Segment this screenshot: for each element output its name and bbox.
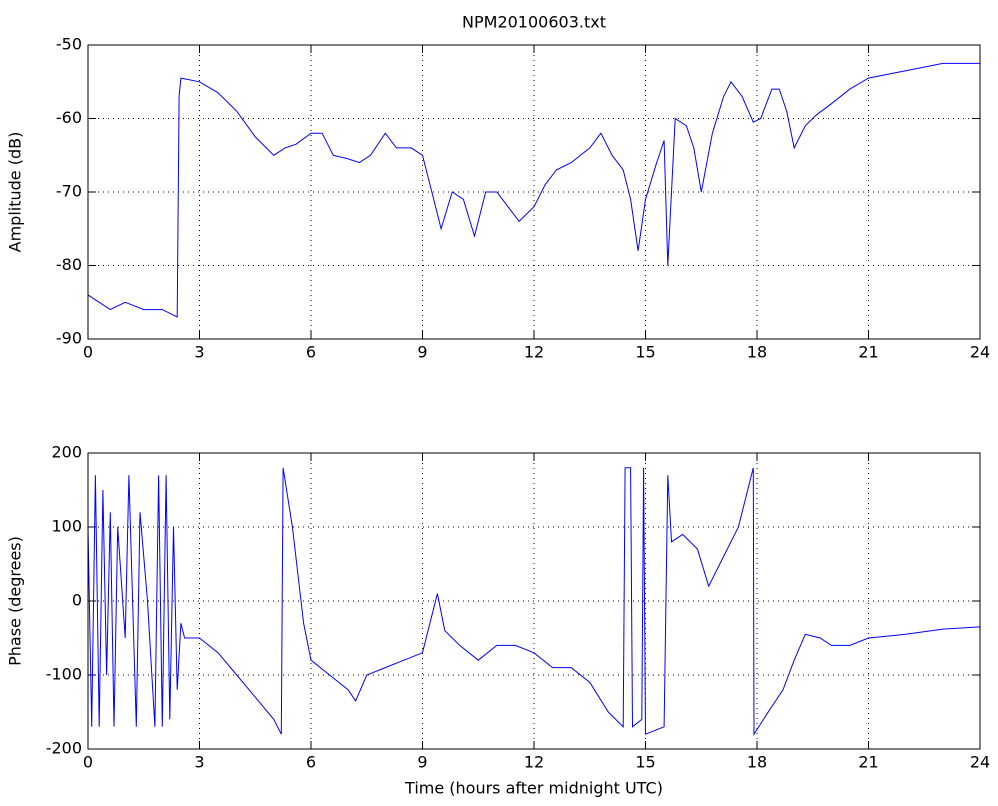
- axes-box: [87, 44, 981, 340]
- y-tick-label: -90: [56, 329, 82, 348]
- x-tick-label: 24: [970, 753, 990, 772]
- x-tick-label: 3: [194, 753, 204, 772]
- y-axis-label: Phase (degrees): [6, 536, 25, 666]
- x-tick-label: 21: [858, 343, 878, 362]
- x-tick-label: 12: [524, 343, 544, 362]
- x-tick-label: 6: [306, 753, 316, 772]
- x-tick-label: 0: [83, 753, 93, 772]
- chart-title: NPM20100603.txt: [462, 13, 606, 32]
- y-tick-label: -70: [56, 182, 82, 201]
- x-tick-label: 21: [858, 753, 878, 772]
- x-tick-label: 15: [635, 343, 655, 362]
- x-tick-label: 18: [747, 753, 767, 772]
- x-tick-label: 12: [524, 753, 544, 772]
- x-tick-label: 24: [970, 343, 990, 362]
- axes-box: [87, 452, 981, 750]
- y-tick-label: 100: [51, 517, 82, 536]
- data-line: [87, 62, 980, 318]
- x-axis-label: Time (hours after midnight UTC): [404, 779, 663, 798]
- x-tick-label: 6: [306, 343, 316, 362]
- x-tick-label: 18: [747, 343, 767, 362]
- data-line: [87, 467, 981, 736]
- y-tick-label: -60: [56, 108, 82, 127]
- x-tick-label: 0: [83, 343, 93, 362]
- x-tick-label: 3: [194, 343, 204, 362]
- x-tick-label: 15: [635, 753, 655, 772]
- y-tick-label: 0: [72, 591, 82, 610]
- x-tick-label: 9: [417, 753, 427, 772]
- y-tick-label: -50: [56, 35, 82, 54]
- y-tick-label: -80: [56, 255, 82, 274]
- y-tick-label: 200: [51, 443, 82, 462]
- y-tick-label: -200: [46, 739, 82, 758]
- y-tick-label: -100: [46, 665, 82, 684]
- x-tick-label: 9: [417, 343, 427, 362]
- y-axis-label: Amplitude (dB): [6, 132, 25, 253]
